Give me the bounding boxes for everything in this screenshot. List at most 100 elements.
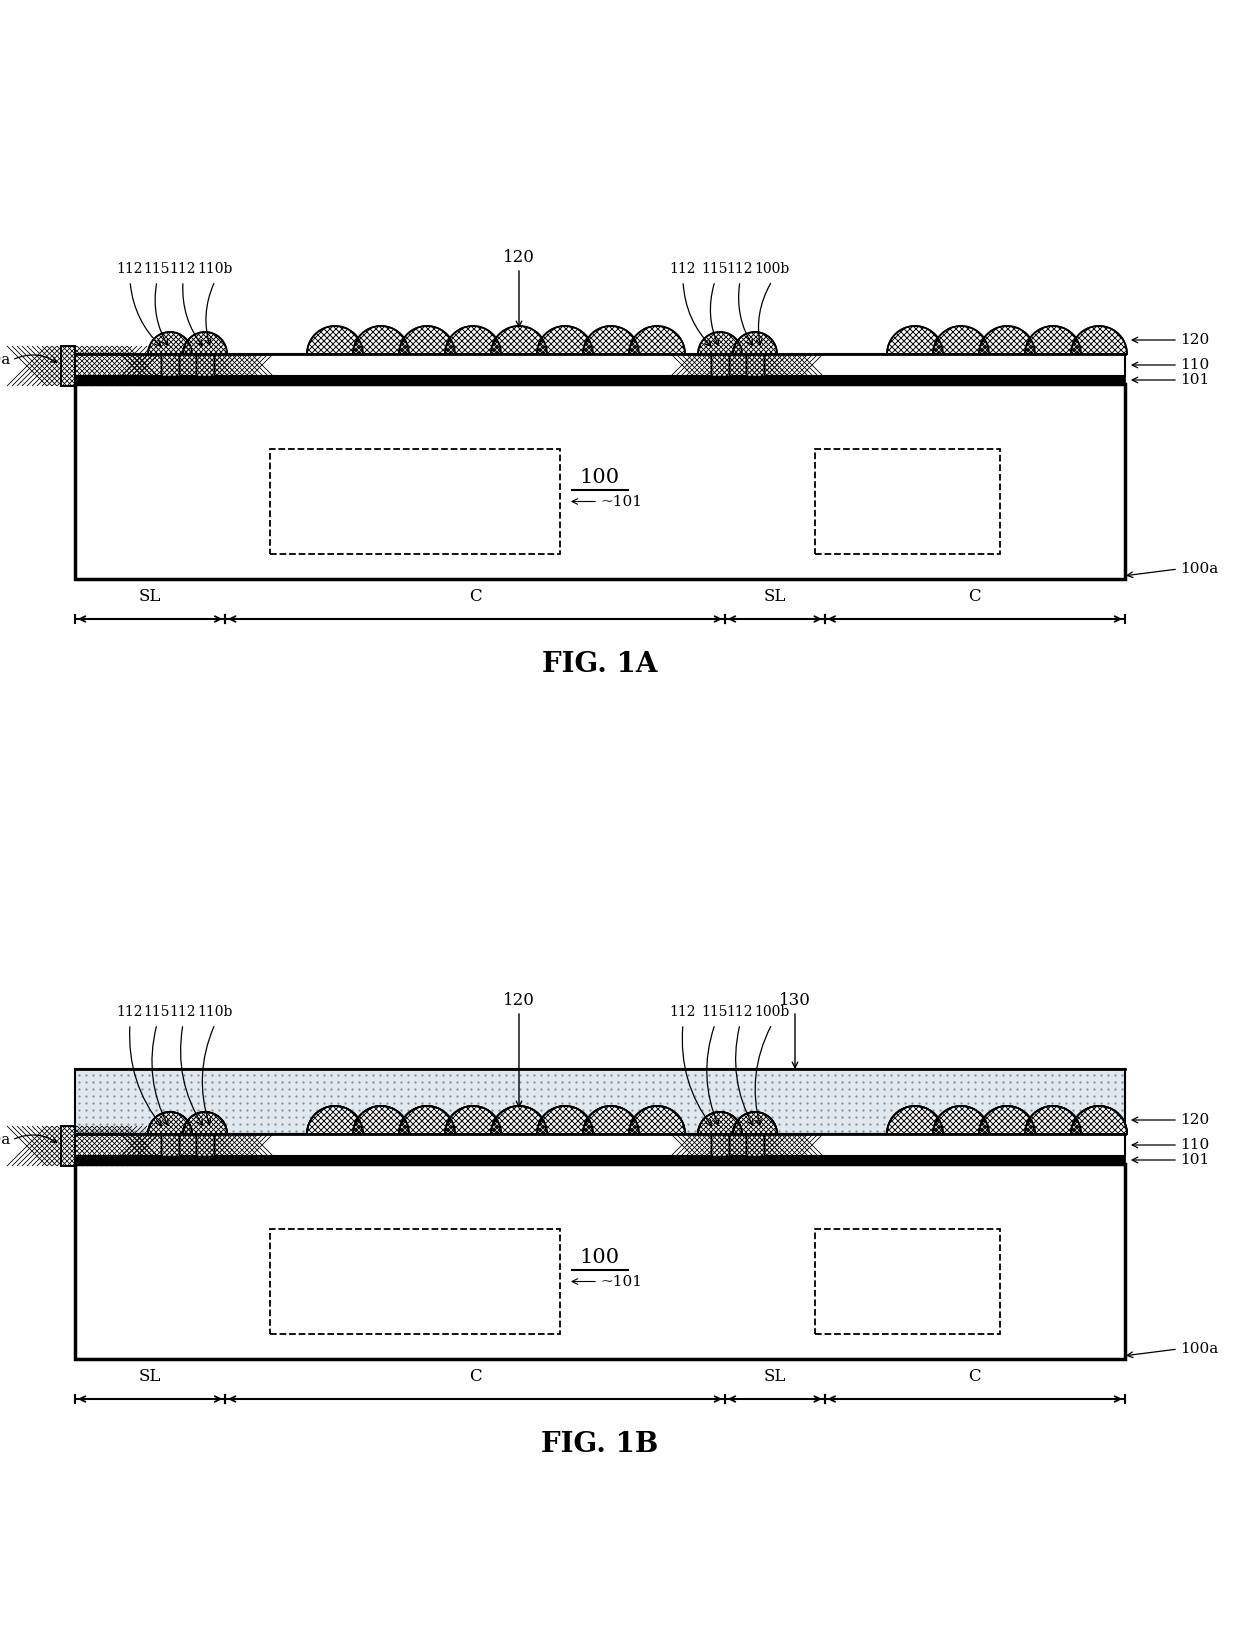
Polygon shape: [184, 332, 227, 353]
Bar: [815, 1228, 999, 1334]
Polygon shape: [148, 1113, 192, 1134]
Text: 100b: 100b: [754, 1005, 790, 1020]
Polygon shape: [491, 1106, 547, 1134]
Bar: [196, 353, 215, 376]
Polygon shape: [583, 326, 639, 353]
Bar: [74, 1134, 1125, 1157]
Polygon shape: [733, 1113, 777, 1134]
Text: 112: 112: [117, 1005, 144, 1020]
Bar: [74, 1165, 1125, 1359]
Polygon shape: [1071, 1106, 1127, 1134]
Polygon shape: [629, 1106, 684, 1134]
Text: 112: 112: [117, 262, 144, 275]
Polygon shape: [537, 1106, 593, 1134]
Text: 130: 130: [779, 992, 811, 1008]
Polygon shape: [887, 1106, 942, 1134]
Polygon shape: [399, 1106, 455, 1134]
Bar: [61, 1126, 74, 1166]
Text: C: C: [469, 1368, 481, 1385]
Polygon shape: [980, 1106, 1035, 1134]
Bar: [746, 1134, 764, 1157]
Text: 115: 115: [702, 262, 728, 275]
Text: 112: 112: [170, 262, 196, 275]
Polygon shape: [399, 326, 455, 353]
Bar: [161, 1134, 179, 1157]
Text: 100b: 100b: [754, 262, 790, 275]
Text: 115: 115: [144, 1005, 170, 1020]
Polygon shape: [698, 1113, 742, 1134]
Polygon shape: [932, 1106, 990, 1134]
Polygon shape: [1025, 1106, 1081, 1134]
Bar: [196, 1134, 215, 1157]
Polygon shape: [583, 1106, 639, 1134]
Text: 115: 115: [144, 262, 170, 275]
Text: C: C: [968, 1368, 981, 1385]
Text: 101: 101: [1180, 1153, 1209, 1166]
Polygon shape: [1071, 1106, 1127, 1134]
Bar: [746, 1134, 764, 1157]
Polygon shape: [698, 1113, 742, 1134]
Polygon shape: [148, 332, 192, 353]
Text: 100a: 100a: [1180, 562, 1218, 577]
Polygon shape: [537, 1106, 593, 1134]
Polygon shape: [887, 1106, 942, 1134]
Bar: [711, 353, 729, 376]
Bar: [74, 353, 1125, 376]
Text: 110a: 110a: [0, 1134, 10, 1147]
Polygon shape: [629, 1106, 684, 1134]
Text: 110b: 110b: [197, 262, 233, 275]
Text: 112: 112: [670, 262, 696, 275]
Text: FIG. 1A: FIG. 1A: [542, 650, 657, 678]
Bar: [61, 345, 74, 386]
Text: FIG. 1B: FIG. 1B: [542, 1430, 658, 1458]
Text: 120: 120: [503, 249, 534, 266]
Text: 100a: 100a: [1180, 1342, 1218, 1355]
Text: 112: 112: [170, 1005, 196, 1020]
Bar: [270, 1228, 560, 1334]
Bar: [815, 450, 999, 554]
Polygon shape: [887, 326, 942, 353]
Bar: [61, 1126, 74, 1166]
Bar: [74, 376, 1125, 384]
Text: 120: 120: [503, 992, 534, 1008]
Bar: [161, 353, 179, 376]
Polygon shape: [491, 326, 547, 353]
Text: 100: 100: [580, 468, 620, 487]
Polygon shape: [445, 1106, 501, 1134]
Polygon shape: [308, 1106, 363, 1134]
Polygon shape: [932, 326, 990, 353]
Bar: [746, 353, 764, 376]
Polygon shape: [1025, 326, 1081, 353]
Text: 100: 100: [580, 1248, 620, 1267]
Text: 101: 101: [1180, 373, 1209, 388]
Polygon shape: [308, 1106, 363, 1134]
Polygon shape: [353, 1106, 409, 1134]
Text: 110: 110: [1180, 1139, 1209, 1152]
Polygon shape: [733, 332, 777, 353]
Polygon shape: [353, 1106, 409, 1134]
Bar: [196, 1134, 215, 1157]
Polygon shape: [445, 1106, 501, 1134]
Polygon shape: [184, 1113, 227, 1134]
Bar: [270, 450, 560, 554]
Text: SL: SL: [139, 1368, 161, 1385]
Text: 112: 112: [727, 1005, 753, 1020]
Text: 110: 110: [1180, 358, 1209, 371]
Bar: [161, 353, 179, 376]
Bar: [711, 1134, 729, 1157]
Polygon shape: [733, 1113, 777, 1134]
Polygon shape: [980, 1106, 1035, 1134]
Text: SL: SL: [764, 1368, 786, 1385]
Polygon shape: [1025, 1106, 1081, 1134]
Bar: [74, 1069, 1125, 1134]
Polygon shape: [980, 326, 1035, 353]
Text: 110b: 110b: [197, 1005, 233, 1020]
Bar: [61, 345, 74, 386]
Text: C: C: [469, 588, 481, 604]
Text: 110a: 110a: [0, 353, 10, 367]
Bar: [196, 353, 215, 376]
Text: ~101: ~101: [600, 495, 642, 508]
Text: SL: SL: [139, 588, 161, 604]
Polygon shape: [491, 1106, 547, 1134]
Polygon shape: [583, 1106, 639, 1134]
